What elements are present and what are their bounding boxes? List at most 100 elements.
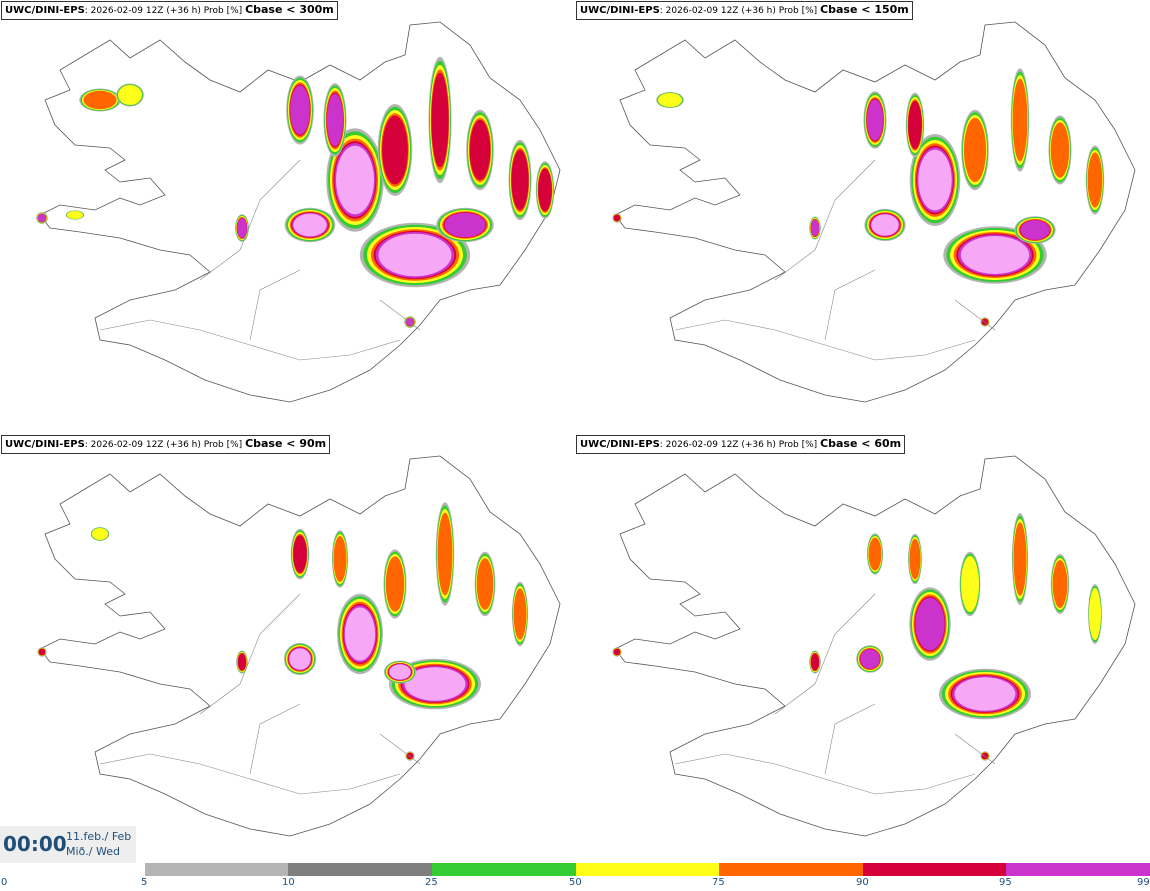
probability-area xyxy=(1089,588,1101,640)
run-info: 2026-02-09 12Z (+36 h) Prob [%] xyxy=(665,440,818,450)
colorbar-tick: 90 xyxy=(856,877,869,888)
probability-area xyxy=(810,653,820,671)
probability-area xyxy=(37,213,47,223)
colorbar-tick: 5 xyxy=(141,877,148,888)
probability-area xyxy=(1087,152,1103,208)
probability-area xyxy=(961,556,979,612)
probability-area xyxy=(431,72,449,168)
map-panel-cbase-60: UWC/DINI-EPS: 2026-02-09 12Z (+36 h) Pro… xyxy=(575,434,1150,864)
colorbar-tick: 75 xyxy=(712,877,725,888)
threshold-label: Cbase < 150m xyxy=(820,3,909,16)
probability-area xyxy=(344,607,376,661)
panel-title: UWC/DINI-EPS: 2026-02-09 12Z (+36 h) Pro… xyxy=(576,1,913,20)
probability-area xyxy=(868,537,882,571)
colorbar-tick: 0 xyxy=(1,877,8,888)
colorbar-tick: 10 xyxy=(282,877,295,888)
probability-area xyxy=(437,512,453,596)
probability-area xyxy=(871,214,899,236)
probability-area xyxy=(1020,220,1050,240)
probability-area xyxy=(289,648,311,670)
valid-time-box: 00:00 11.feb./ Feb Mið./ Wed xyxy=(0,826,136,863)
valid-date: 11.feb./ Feb xyxy=(66,830,132,843)
colorbar-tick: 95 xyxy=(999,877,1012,888)
probability-area xyxy=(444,212,486,238)
model-name: UWC/DINI-EPS xyxy=(5,439,85,450)
probability-area xyxy=(918,149,952,211)
threshold-label: Cbase < 300m xyxy=(245,3,334,16)
colorbar xyxy=(145,863,1150,876)
valid-weekday: Mið./ Wed xyxy=(66,845,120,858)
threshold-label: Cbase < 60m xyxy=(820,437,902,450)
probability-area xyxy=(469,119,491,181)
boundary-lines xyxy=(674,593,996,795)
probability-area xyxy=(866,99,884,141)
probability-area xyxy=(538,168,552,212)
iceland-coastline xyxy=(614,455,1136,837)
boundary-lines xyxy=(674,159,996,361)
probability-area xyxy=(237,218,247,238)
map-90 xyxy=(37,455,561,837)
colorbar-segment xyxy=(863,863,1006,876)
probability-area xyxy=(1012,78,1028,162)
run-info: 2026-02-09 12Z (+36 h) Prob [%] xyxy=(90,440,243,450)
colorbar-segment xyxy=(719,863,863,876)
probability-area xyxy=(909,538,921,580)
probability-area xyxy=(908,100,922,150)
probability-area xyxy=(613,214,621,222)
map-panel-cbase-150: UWC/DINI-EPS: 2026-02-09 12Z (+36 h) Pro… xyxy=(575,0,1150,430)
run-info: 2026-02-09 12Z (+36 h) Prob [%] xyxy=(665,6,818,16)
probability-area xyxy=(38,648,46,656)
probability-area xyxy=(92,528,108,540)
probability-area xyxy=(389,664,411,680)
panel-title: UWC/DINI-EPS: 2026-02-09 12Z (+36 h) Pro… xyxy=(576,435,906,454)
boundary-lines xyxy=(99,593,421,795)
colorbar-segment xyxy=(145,863,288,876)
colorbar-segment xyxy=(1006,863,1150,876)
probability-area xyxy=(1013,522,1027,596)
map-60 xyxy=(612,455,1136,837)
probability-area xyxy=(960,236,1030,274)
panel-title: UWC/DINI-EPS: 2026-02-09 12Z (+36 h) Pro… xyxy=(1,435,331,454)
panel-title: UWC/DINI-EPS: 2026-02-09 12Z (+36 h) Pro… xyxy=(1,1,338,20)
probability-area xyxy=(476,558,494,610)
probability-area xyxy=(963,117,987,183)
probability-area xyxy=(513,588,527,640)
probability-area xyxy=(378,233,452,277)
model-name: UWC/DINI-EPS xyxy=(580,5,660,16)
probability-area xyxy=(67,211,83,219)
map-panel-cbase-90: UWC/DINI-EPS: 2026-02-09 12Z (+36 h) Pro… xyxy=(0,434,575,864)
map-300 xyxy=(36,21,561,403)
probability-area xyxy=(915,597,945,651)
probability-area xyxy=(1052,560,1068,608)
map-panel-cbase-300: UWC/DINI-EPS: 2026-02-09 12Z (+36 h) Pro… xyxy=(0,0,575,430)
probability-area xyxy=(336,145,374,215)
colorbar-tick: 25 xyxy=(425,877,438,888)
probability-area xyxy=(333,536,347,582)
probability-area xyxy=(1050,122,1070,178)
boundary-lines xyxy=(99,159,421,361)
model-name: UWC/DINI-EPS xyxy=(5,5,85,16)
probability-area xyxy=(290,85,310,135)
colorbar-segment xyxy=(576,863,719,876)
threshold-label: Cbase < 90m xyxy=(245,437,327,450)
run-info: 2026-02-09 12Z (+36 h) Prob [%] xyxy=(90,6,243,16)
probability-area xyxy=(404,667,466,701)
probability-area xyxy=(293,213,327,237)
colorbar-tick: 50 xyxy=(569,877,582,888)
probability-area xyxy=(810,219,820,237)
probability-area xyxy=(382,115,408,185)
colorbar-tick: 99 xyxy=(1137,877,1150,888)
probability-area xyxy=(860,649,880,669)
colorbar-segment xyxy=(288,863,432,876)
map-150 xyxy=(612,21,1136,403)
probability-area xyxy=(118,85,142,105)
model-name: UWC/DINI-EPS xyxy=(580,439,660,450)
probability-area xyxy=(293,535,307,573)
probability-area xyxy=(511,149,529,211)
probability-area xyxy=(326,93,344,147)
probability-area xyxy=(237,653,247,671)
probability-area xyxy=(385,556,405,612)
probability-area xyxy=(954,677,1016,711)
colorbar-segment xyxy=(432,863,576,876)
probability-area xyxy=(613,648,621,656)
